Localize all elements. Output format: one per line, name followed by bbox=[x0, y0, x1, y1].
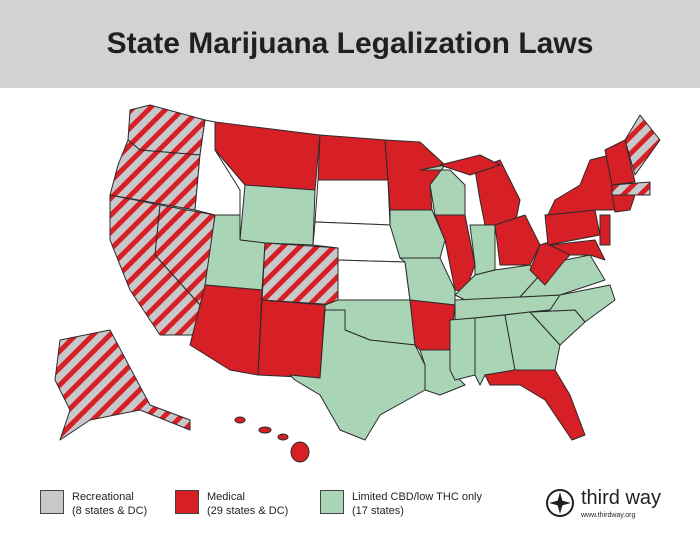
state bbox=[449, 317, 476, 381]
title: State Marijuana Legalization Laws bbox=[106, 27, 594, 60]
state bbox=[549, 239, 606, 261]
legend-text: Limited CBD/low THC only (17 states) bbox=[352, 490, 482, 518]
logo-url: www.thirdway.org bbox=[581, 512, 636, 519]
legend-text: Recreational (8 states & DC) bbox=[72, 490, 147, 518]
logo: third way www.thirdway.org bbox=[545, 487, 661, 519]
legend-swatch bbox=[175, 490, 199, 514]
legend-item: Medical (29 states & DC) bbox=[175, 490, 288, 518]
legend-swatch bbox=[320, 490, 344, 514]
legend-item: Recreational (8 states & DC) bbox=[40, 490, 147, 518]
state bbox=[257, 299, 326, 379]
state bbox=[599, 214, 611, 246]
state bbox=[317, 134, 389, 181]
legend-text: Medical (29 states & DC) bbox=[207, 490, 288, 518]
logo-name: third way bbox=[581, 487, 662, 509]
legend-detail: (29 states & DC) bbox=[207, 505, 289, 517]
state bbox=[604, 139, 636, 186]
state bbox=[439, 154, 501, 176]
legend-swatch bbox=[40, 490, 64, 514]
state bbox=[258, 426, 272, 434]
state bbox=[290, 441, 310, 463]
state bbox=[544, 209, 601, 246]
state bbox=[384, 139, 446, 211]
state bbox=[277, 433, 289, 441]
logo-icon bbox=[546, 489, 574, 517]
state bbox=[337, 259, 411, 301]
state bbox=[127, 104, 206, 156]
legend-label: Medical bbox=[207, 491, 245, 503]
legend-detail: (8 states & DC) bbox=[72, 505, 148, 517]
state bbox=[547, 154, 616, 216]
state bbox=[611, 181, 651, 196]
state bbox=[494, 214, 541, 266]
state bbox=[624, 114, 661, 176]
state bbox=[529, 284, 616, 323]
state bbox=[234, 416, 246, 424]
legend: Recreational (8 states & DC) Medical (29 st… bbox=[0, 480, 700, 560]
legend-label: Limited CBD/low THC only bbox=[352, 491, 483, 503]
legend-item: Limited CBD/low THC only (17 states) bbox=[320, 490, 482, 518]
state bbox=[611, 194, 636, 213]
legend-label: Recreational bbox=[72, 491, 134, 503]
state bbox=[314, 179, 391, 226]
state bbox=[189, 284, 263, 376]
state bbox=[484, 369, 586, 441]
state bbox=[54, 329, 191, 441]
state bbox=[504, 311, 561, 371]
header: State Marijuana Legalization Laws bbox=[0, 0, 700, 88]
us-map bbox=[54, 104, 661, 463]
states bbox=[54, 104, 661, 463]
state bbox=[409, 299, 456, 351]
legend-detail: (17 states) bbox=[352, 505, 404, 517]
state bbox=[289, 309, 426, 441]
state bbox=[261, 242, 341, 306]
state bbox=[239, 184, 316, 246]
